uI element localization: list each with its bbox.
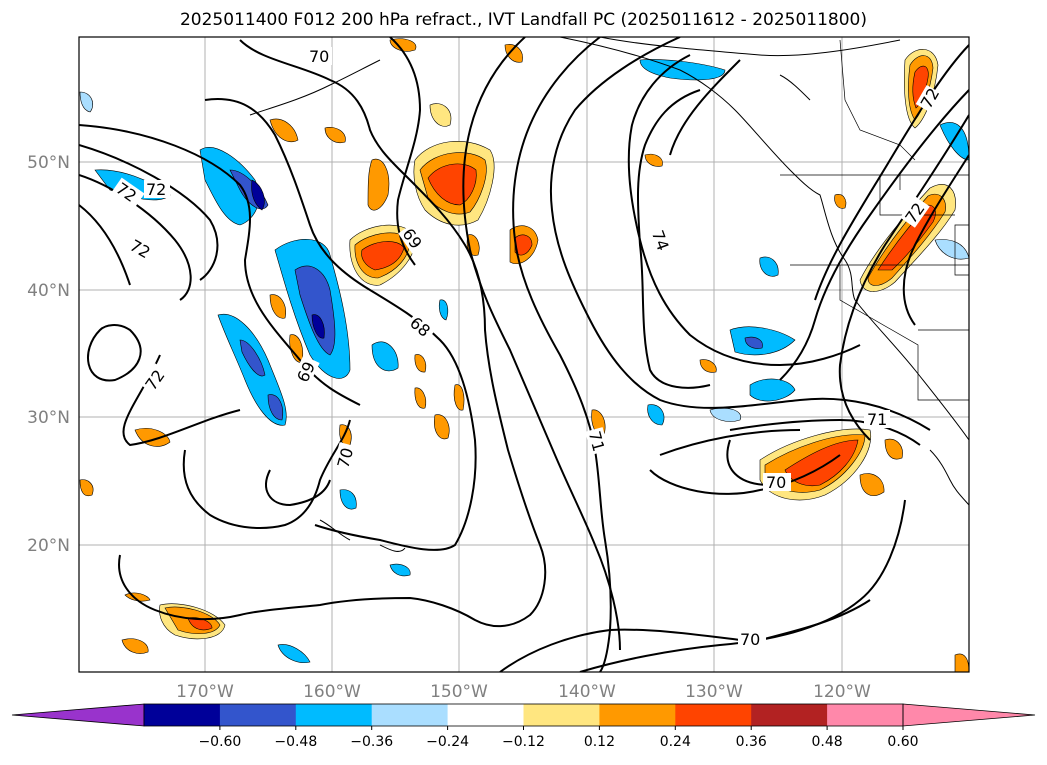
lat-label: 20°N (27, 536, 70, 556)
colorbar-tick-label: −0.60 (198, 734, 241, 750)
map-frame (78, 36, 970, 673)
lon-label: 150°W (430, 682, 488, 702)
colorbar: −0.60 −0.48 −0.36 −0.24 −0.12 0.12 0.24 0.36 0.4… (11, 703, 1036, 750)
contour-label: 72 (146, 180, 166, 199)
colorbar-extend-low (11, 703, 145, 727)
colorbar-segment (144, 704, 221, 726)
contour-label: 71 (867, 410, 887, 429)
political-borders (780, 39, 969, 401)
colorbar-tick-label: 0.24 (660, 734, 691, 750)
lat-label: 40°N (27, 281, 70, 301)
lat-label: 50°N (27, 153, 70, 173)
map-title: 2025011400 F012 200 hPa refract., IVT La… (179, 10, 867, 30)
colorbar-tick-label: −0.48 (274, 734, 317, 750)
lat-label: 30°N (27, 408, 70, 428)
coastlines (249, 37, 969, 552)
colorbar-tick-label: 0.48 (812, 734, 843, 750)
colorbar-tick-label: −0.36 (350, 734, 393, 750)
contour-label: 71 (585, 429, 609, 454)
colorbar-tick-label: 0.36 (736, 734, 767, 750)
colorbar-tick-label: 0.60 (887, 734, 918, 750)
contour-label: 70 (309, 47, 329, 66)
contour-label-group: 70 72 72 72 69 68 69 70 74 71 71 70 70 (111, 47, 943, 649)
colorbar-segment (295, 704, 373, 726)
lon-label: 130°W (685, 682, 743, 702)
colorbar-segment (523, 704, 600, 726)
colorbar-segment (827, 704, 904, 726)
colorbar-segment (675, 704, 752, 726)
lon-label: 170°W (176, 682, 234, 702)
lon-label: 120°W (813, 682, 871, 702)
positive-anomaly-regions (79, 38, 969, 672)
lon-label: 160°W (303, 682, 361, 702)
lon-label: 140°W (558, 682, 616, 702)
colorbar-tick-label: −0.24 (426, 734, 469, 750)
latitude-labels: 50°N 40°N 30°N 20°N (27, 153, 70, 556)
longitude-labels: 170°W 160°W 150°W 140°W 130°W 120°W (176, 682, 871, 702)
contour-label: 70 (740, 630, 760, 649)
colorbar-segment (751, 704, 828, 726)
negative-anomaly-regions (79, 59, 969, 663)
contour-label: 70 (766, 473, 786, 492)
colorbar-segment (371, 704, 449, 726)
colorbar-tick-label: 0.12 (584, 734, 615, 750)
colorbar-segment (447, 704, 524, 726)
colorbar-segment (219, 704, 297, 726)
colorbar-extend-high (902, 703, 1036, 727)
colorbar-segment (599, 704, 676, 726)
colorbar-tick-label: −0.12 (502, 734, 545, 750)
contour-label: 70 (333, 446, 357, 471)
